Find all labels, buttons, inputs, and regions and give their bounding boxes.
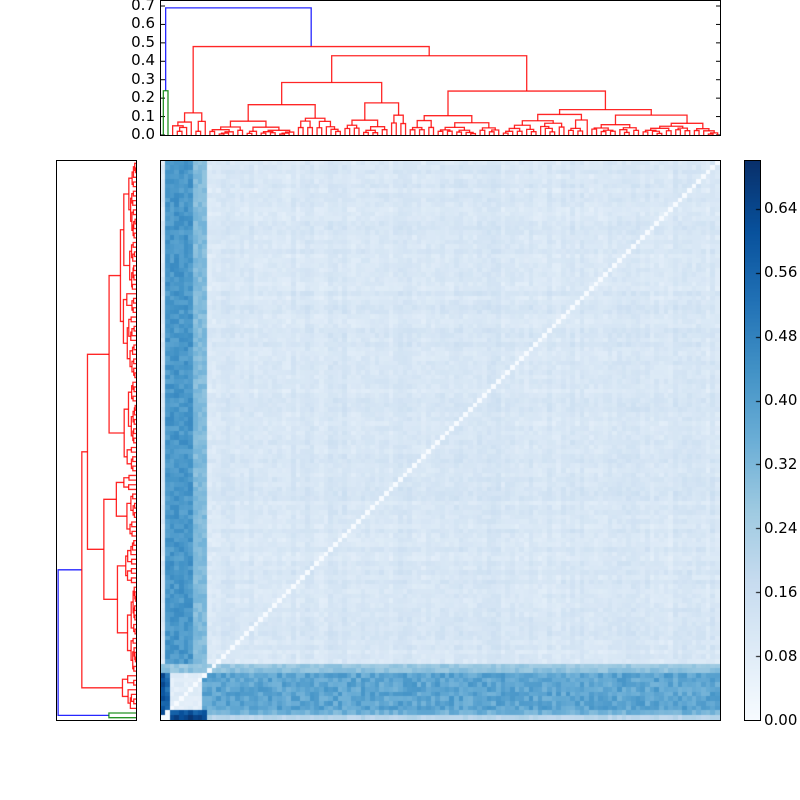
y-tick-label: 0.5 [131,32,155,51]
y-tick-label: 0.2 [131,88,155,107]
colorbar-tick-label: 0.24 [764,519,798,537]
y-tick-label: 0.3 [131,69,155,88]
colorbar-tick-label: 0.32 [764,455,798,473]
colorbar-tick-label: 0.00 [764,711,798,729]
colorbar-gradient [745,161,760,720]
left-dendrogram [56,160,137,721]
top-dendrogram-plot [161,5,720,135]
colorbar-tick-label: 0.48 [764,327,798,345]
colorbar-tick-label: 0.64 [764,199,798,217]
y-tick-label: 0.4 [131,51,155,70]
colorbar-tick-label: 0.56 [764,263,798,281]
y-tick-label: 0.7 [131,0,155,14]
colorbar-tick-label: 0.08 [764,647,798,665]
left-dendrogram-plot [57,162,136,719]
heatmap-canvas [161,161,720,720]
heatmap [160,160,721,721]
colorbar-tick-label: 0.16 [764,583,798,601]
y-tick-label: 0.0 [131,125,155,143]
colorbar [744,160,761,721]
y-tick-label: 0.6 [131,14,155,33]
y-tick-label: 0.1 [131,106,155,125]
colorbar-tick-label: 0.40 [764,391,798,409]
top-dendrogram [160,0,721,136]
